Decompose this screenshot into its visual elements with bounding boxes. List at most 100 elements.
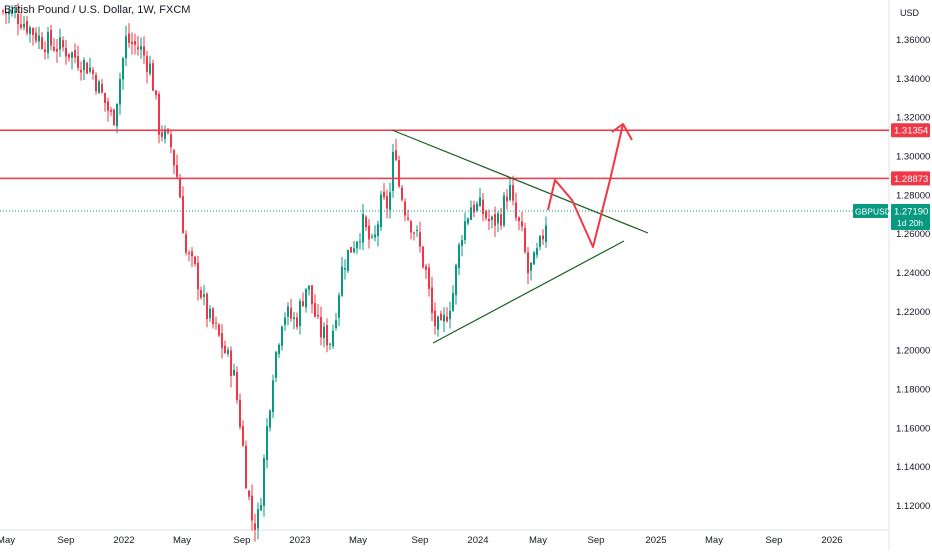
- last-price-label: 1.27190: [894, 207, 928, 218]
- y-tick-label: 1.34000: [896, 74, 930, 85]
- candle-body: [383, 191, 385, 198]
- x-tick-label: May: [529, 535, 547, 546]
- candle-body: [260, 505, 262, 511]
- candle-body: [530, 262, 532, 271]
- candle-body: [194, 256, 196, 265]
- candle-body: [218, 324, 220, 336]
- candle-body: [47, 32, 49, 54]
- candle-body: [86, 62, 88, 74]
- candle-body: [80, 69, 82, 73]
- candle-body: [191, 251, 193, 257]
- candle-body: [257, 509, 259, 529]
- candle-body: [68, 53, 70, 58]
- candle-body: [35, 32, 37, 41]
- forecast-arrowhead: [611, 123, 633, 141]
- candle-body: [491, 216, 493, 221]
- candle-body: [296, 317, 298, 328]
- candle-body: [515, 202, 517, 218]
- candle-body: [278, 344, 280, 355]
- x-tick-label: Sep: [766, 535, 783, 546]
- candle-body: [443, 314, 445, 322]
- candle-body: [221, 333, 223, 348]
- candle-body: [41, 37, 43, 49]
- candle-body: [59, 37, 61, 50]
- candle-body: [53, 46, 55, 51]
- candle-body: [269, 410, 271, 428]
- candle-body: [92, 70, 94, 75]
- candle-body: [458, 244, 460, 269]
- candle-body: [356, 241, 358, 249]
- x-tick-label: 2023: [289, 535, 310, 546]
- candle-body: [251, 495, 253, 521]
- candle-body: [329, 343, 331, 345]
- candle-body: [272, 380, 274, 412]
- candle-body: [89, 67, 91, 72]
- candle-body: [524, 227, 526, 252]
- level-price-badge: [891, 171, 930, 186]
- candle-body: [401, 187, 403, 200]
- candle-body: [323, 326, 325, 338]
- candle-body: [152, 63, 154, 91]
- candle-body: [305, 288, 307, 308]
- candle-body: [137, 47, 139, 50]
- candle-body: [74, 50, 76, 58]
- candle-body: [173, 149, 175, 166]
- candle-body: [110, 109, 112, 112]
- candle-body: [284, 317, 286, 325]
- triangle-lower-trendline[interactable]: [432, 240, 625, 344]
- candle-body: [344, 267, 346, 270]
- x-tick-label: May: [705, 535, 723, 546]
- candle-body: [11, 10, 13, 14]
- candle-body: [353, 248, 355, 253]
- candle-body: [527, 252, 529, 274]
- candle-body: [293, 317, 295, 320]
- x-tick-label: 2024: [467, 535, 488, 546]
- y-tick-label: 1.30000: [896, 152, 930, 163]
- candle-body: [479, 197, 481, 207]
- candle-body: [410, 221, 412, 233]
- y-tick-label: 1.20000: [896, 346, 930, 357]
- candle-body: [77, 56, 79, 68]
- candle-body: [446, 316, 448, 322]
- candle-body: [143, 46, 145, 56]
- candle-body: [266, 426, 268, 461]
- y-tick-label: 1.28000: [896, 190, 930, 201]
- y-tick-label: 1.12000: [896, 501, 930, 512]
- candle-body: [17, 14, 19, 24]
- level-price-label: 1.28873: [894, 174, 928, 185]
- x-tick-label: 2022: [113, 535, 134, 546]
- level-price-badge: [891, 123, 930, 138]
- candle-body: [308, 285, 310, 290]
- candle-body: [335, 320, 337, 329]
- candle-body: [176, 164, 178, 177]
- x-tick-label: Sep: [588, 535, 605, 546]
- candle-body: [182, 196, 184, 234]
- candle-body: [122, 58, 124, 80]
- candle-body: [200, 290, 202, 298]
- candle-body: [116, 103, 118, 127]
- candle-body: [107, 101, 109, 111]
- candle-body: [386, 196, 388, 209]
- triangle-upper-trendline[interactable]: [391, 129, 649, 234]
- candle-body: [164, 129, 166, 139]
- candle-body: [449, 310, 451, 320]
- candle-body: [239, 399, 241, 428]
- candle-body: [188, 252, 190, 254]
- candle-body: [497, 213, 499, 224]
- currency-label: USD: [900, 8, 920, 18]
- candle-body: [389, 192, 391, 210]
- candle-body: [56, 48, 58, 52]
- candle-body: [302, 301, 304, 307]
- candle-body: [395, 150, 397, 160]
- candle-body: [158, 93, 160, 135]
- candle-body: [281, 326, 283, 346]
- forecast-path[interactable]: [547, 123, 624, 248]
- candle-body: [371, 236, 373, 238]
- candle-body: [464, 221, 466, 241]
- symbol-label: GBPUSD: [855, 207, 891, 217]
- candle-body: [374, 234, 376, 238]
- candle-body: [431, 287, 433, 313]
- candle-body: [197, 262, 199, 290]
- candle-body: [476, 203, 478, 211]
